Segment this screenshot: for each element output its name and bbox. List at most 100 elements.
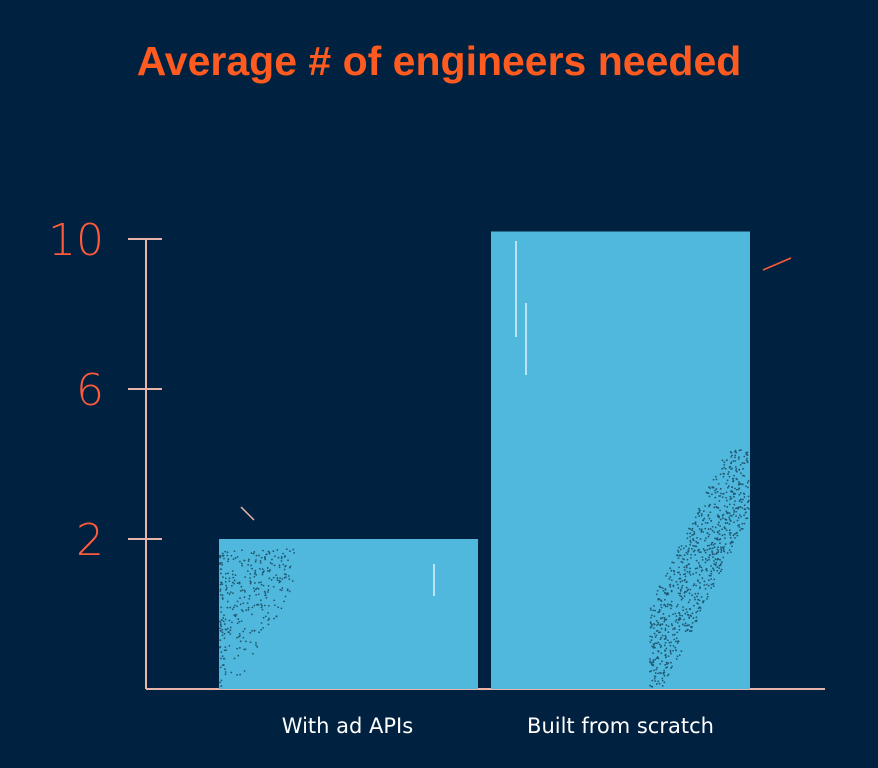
stipple-dot bbox=[657, 621, 659, 624]
stipple-dot bbox=[663, 638, 666, 640]
stipple-dot bbox=[662, 673, 665, 675]
stipple-dot bbox=[708, 548, 711, 550]
stipple-dot bbox=[252, 552, 255, 555]
stipple-dot bbox=[221, 594, 224, 597]
stipple-dot bbox=[664, 629, 667, 632]
stipple-dot bbox=[733, 509, 735, 512]
stipple-dot bbox=[688, 624, 690, 626]
stipple-dot bbox=[692, 522, 694, 525]
stipple-dot bbox=[222, 620, 225, 623]
bar bbox=[219, 539, 478, 689]
stipple-dot bbox=[746, 457, 748, 460]
stipple-dot bbox=[284, 595, 287, 598]
stipple-dot bbox=[273, 599, 276, 602]
stipple-dot bbox=[249, 631, 252, 634]
stipple-dot bbox=[228, 593, 231, 595]
stipple-dot bbox=[283, 600, 285, 603]
stipple-dot bbox=[274, 555, 276, 558]
stipple-dot bbox=[719, 525, 721, 527]
stipple-dot bbox=[714, 489, 716, 492]
stipple-dot bbox=[679, 573, 682, 576]
stipple-dot bbox=[673, 633, 676, 636]
stipple-dot bbox=[269, 561, 272, 564]
stipple-dot bbox=[730, 497, 733, 500]
stipple-dot bbox=[697, 561, 700, 564]
stipple-dot bbox=[234, 604, 236, 607]
stipple-dot bbox=[720, 546, 722, 549]
stipple-dot bbox=[704, 521, 707, 524]
stipple-dot bbox=[698, 573, 701, 576]
stipple-dot bbox=[686, 553, 689, 555]
stipple-dot bbox=[252, 652, 254, 655]
stipple-dot bbox=[234, 557, 237, 559]
stipple-dot bbox=[717, 506, 720, 509]
stipple-dot bbox=[676, 631, 679, 634]
stipple-dot bbox=[716, 490, 719, 493]
stipple-dot bbox=[698, 564, 701, 567]
stipple-dot bbox=[659, 638, 662, 641]
stipple-dot bbox=[233, 614, 236, 617]
stipple-dot bbox=[247, 560, 250, 562]
stipple-dot bbox=[278, 564, 281, 567]
stipple-dot bbox=[721, 467, 724, 470]
stipple-dot bbox=[717, 523, 720, 526]
stipple-dot bbox=[249, 641, 252, 644]
stipple-dot bbox=[705, 583, 708, 586]
stipple-dot bbox=[653, 677, 656, 680]
stipple-dot bbox=[689, 588, 692, 591]
stipple-dot bbox=[224, 673, 227, 676]
stipple-dot bbox=[664, 588, 667, 590]
stipple-dot bbox=[734, 460, 737, 462]
stipple-dot bbox=[716, 558, 719, 561]
stipple-dot bbox=[701, 556, 704, 559]
stipple-dot bbox=[653, 623, 656, 626]
stipple-dot bbox=[219, 556, 222, 559]
stipple-dot bbox=[224, 550, 227, 553]
stipple-dot bbox=[741, 522, 744, 525]
stipple-dot bbox=[670, 605, 673, 607]
stipple-dot bbox=[677, 640, 679, 643]
stipple-dot bbox=[712, 547, 714, 550]
stipple-dot bbox=[249, 577, 252, 579]
stipple-dot bbox=[288, 590, 291, 593]
stipple-dot bbox=[653, 615, 656, 618]
stipple-dot bbox=[701, 577, 704, 580]
stipple-dot bbox=[258, 631, 261, 634]
stipple-dot bbox=[702, 600, 705, 602]
stipple-dot bbox=[714, 542, 716, 545]
stipple-dot bbox=[735, 467, 738, 470]
stipple-dot bbox=[243, 648, 246, 651]
stipple-dot bbox=[737, 506, 740, 509]
stipple-dot bbox=[701, 569, 704, 571]
stipple-dot bbox=[265, 553, 268, 556]
stipple-dot bbox=[276, 577, 279, 579]
stipple-dot bbox=[726, 522, 729, 524]
stipple-dot bbox=[254, 560, 257, 563]
stipple-dot bbox=[741, 461, 744, 464]
stipple-dot bbox=[694, 521, 697, 524]
stipple-dot bbox=[700, 514, 703, 517]
stipple-dot bbox=[666, 605, 669, 608]
stipple-dot bbox=[237, 635, 240, 638]
stipple-dot bbox=[219, 593, 222, 596]
stipple-dot bbox=[667, 639, 669, 642]
stipple-dot bbox=[720, 492, 722, 495]
stipple-dot bbox=[679, 592, 682, 595]
stipple-dot bbox=[284, 555, 287, 557]
stipple-dot bbox=[672, 569, 675, 572]
stipple-dot bbox=[697, 607, 700, 610]
stipple-dot bbox=[729, 465, 732, 468]
stipple-dot bbox=[239, 590, 242, 592]
stipple-dot bbox=[654, 609, 656, 612]
stipple-dot bbox=[699, 609, 702, 612]
stipple-dot bbox=[686, 570, 689, 573]
stipple-dot bbox=[712, 585, 715, 588]
stipple-dot bbox=[726, 506, 729, 508]
stipple-dot bbox=[650, 614, 653, 617]
stipple-dot bbox=[227, 572, 229, 575]
stipple-dot bbox=[708, 574, 711, 577]
stipple-dot bbox=[691, 625, 693, 628]
stipple-dot bbox=[678, 625, 681, 628]
stipple-dot bbox=[686, 628, 689, 631]
stipple-dot bbox=[746, 506, 749, 509]
